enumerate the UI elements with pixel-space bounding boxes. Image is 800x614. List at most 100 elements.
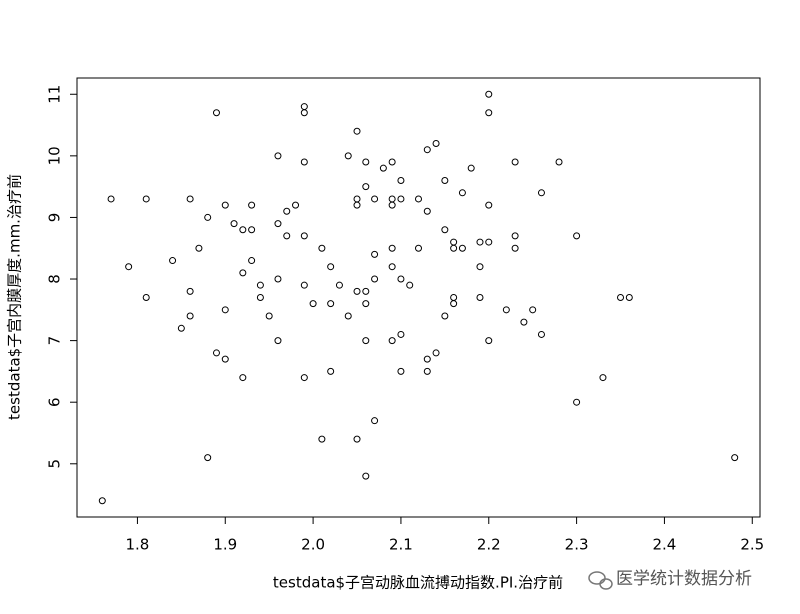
point (423, 355, 431, 363)
point (318, 244, 326, 252)
point (221, 355, 229, 363)
y-tick-label: 5 (46, 459, 64, 469)
point (467, 164, 475, 172)
point (362, 287, 370, 295)
point (423, 367, 431, 375)
point (379, 164, 387, 172)
y-tick-label: 10 (46, 146, 64, 165)
point (511, 158, 519, 166)
point (397, 275, 405, 283)
point (186, 312, 194, 320)
point (230, 220, 238, 228)
point (441, 176, 449, 184)
point (625, 294, 633, 301)
y-tick-label: 7 (46, 336, 64, 346)
x-tick-label: 2.0 (301, 536, 325, 554)
point (529, 306, 537, 314)
point (458, 189, 466, 197)
point (221, 306, 229, 314)
point (476, 238, 484, 246)
point (318, 435, 326, 443)
point (450, 238, 458, 246)
point (485, 238, 493, 246)
point (98, 497, 106, 505)
point (485, 201, 493, 209)
x-tick-label: 2.3 (565, 536, 589, 554)
point (388, 244, 396, 252)
point (274, 220, 282, 228)
point (327, 300, 335, 308)
point (450, 300, 458, 308)
point (239, 269, 247, 277)
point (327, 263, 335, 271)
point (555, 158, 563, 166)
point (423, 146, 431, 154)
x-tick-label: 2.4 (653, 536, 677, 554)
point (212, 109, 220, 117)
y-tick-label: 8 (46, 274, 64, 284)
x-tick-label: 2.5 (740, 536, 764, 554)
point (248, 201, 256, 209)
point (300, 109, 308, 117)
point (300, 281, 308, 289)
point (204, 213, 212, 221)
point (353, 287, 361, 295)
point (177, 324, 185, 332)
point (511, 244, 519, 252)
point (300, 374, 308, 382)
point (371, 195, 379, 203)
point (502, 306, 510, 314)
point (537, 330, 545, 338)
y-tick-label: 6 (46, 397, 64, 407)
point (353, 127, 361, 135)
point (353, 195, 361, 203)
point (212, 349, 220, 357)
point (274, 152, 282, 160)
point (573, 398, 581, 406)
point (353, 435, 361, 443)
point (327, 367, 335, 375)
point (731, 454, 739, 462)
point (142, 195, 150, 203)
point (617, 294, 625, 301)
point (388, 201, 396, 209)
point (300, 232, 308, 240)
point (599, 374, 607, 382)
point (142, 294, 150, 301)
point (573, 232, 581, 240)
point (415, 244, 422, 252)
point (362, 337, 370, 345)
point (397, 176, 405, 184)
point (283, 207, 291, 215)
point (125, 263, 133, 271)
point (441, 312, 449, 320)
point (432, 349, 440, 357)
point (248, 257, 256, 265)
point (335, 281, 343, 289)
point (450, 244, 458, 252)
y-axis-label: testdata$子宫内膜厚度.mm.治疗前 (6, 174, 24, 420)
point (239, 226, 247, 234)
point (265, 312, 273, 320)
point (371, 417, 379, 425)
point (292, 201, 300, 209)
point (388, 195, 396, 203)
point (476, 294, 484, 301)
point (195, 244, 203, 252)
point (186, 287, 194, 295)
point (537, 189, 545, 197)
point (283, 232, 291, 240)
point (300, 158, 308, 166)
point (397, 195, 405, 203)
y-tick-label: 11 (46, 85, 64, 104)
point (450, 294, 458, 301)
point (441, 226, 449, 234)
point (274, 337, 282, 345)
point (239, 374, 247, 382)
point (397, 367, 405, 375)
point (371, 275, 379, 283)
point (406, 281, 414, 289)
point (388, 263, 396, 271)
point (362, 158, 370, 166)
